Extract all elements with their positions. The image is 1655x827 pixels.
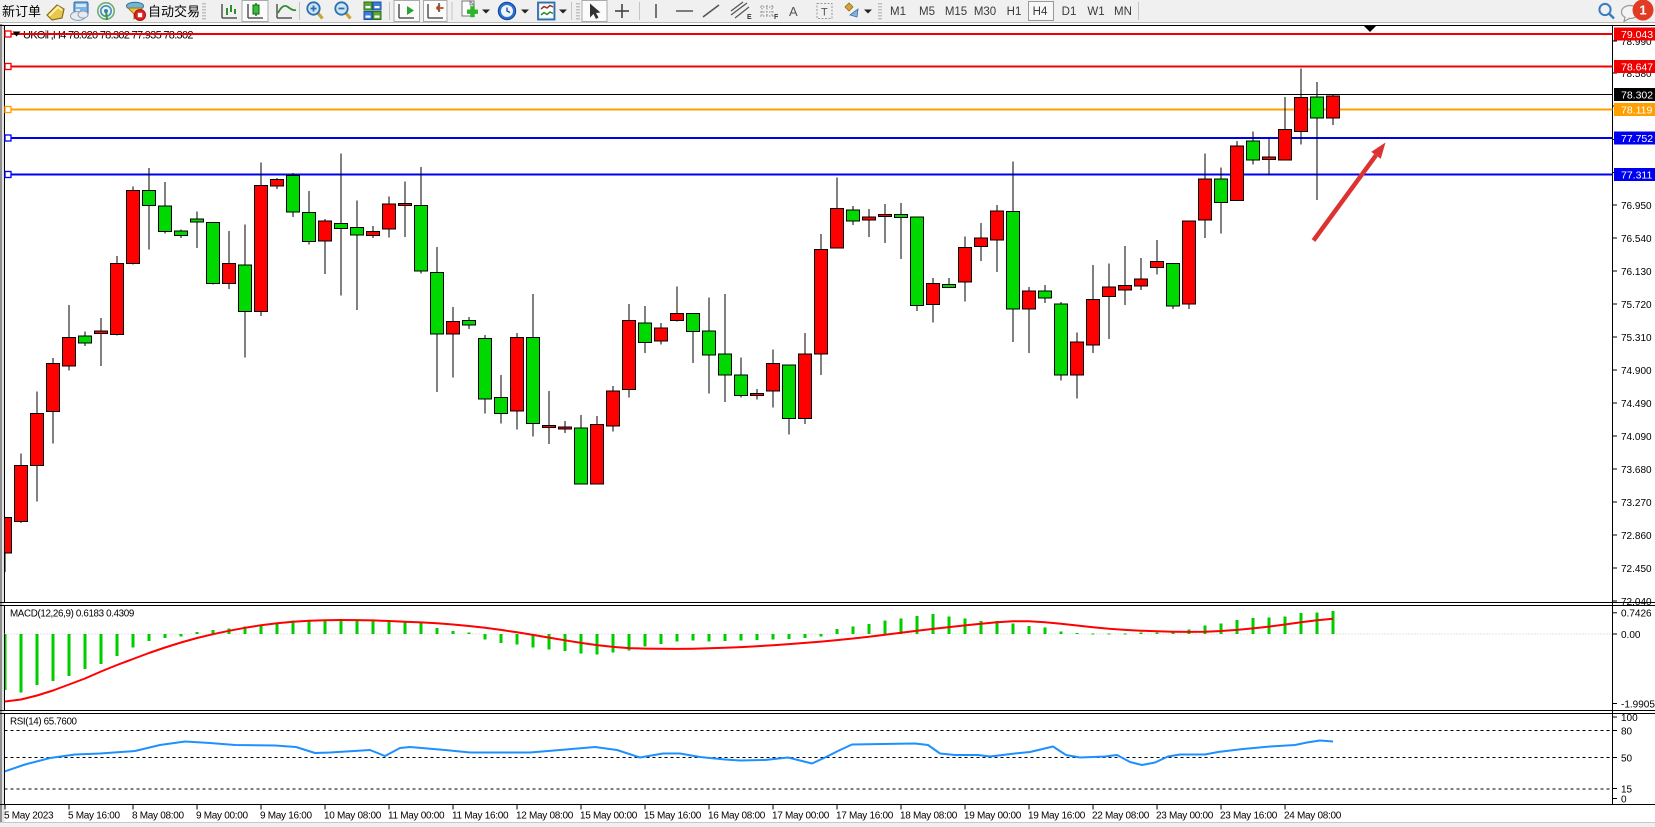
svg-text:77.752: 77.752	[1621, 133, 1653, 145]
svg-text:M15: M15	[945, 6, 967, 18]
svg-text:78.302: 78.302	[1621, 90, 1653, 102]
svg-text:75.310: 75.310	[1621, 333, 1652, 344]
svg-text:100: 100	[1621, 713, 1638, 724]
svg-text:19 May 16:00: 19 May 16:00	[1028, 811, 1086, 822]
svg-text:75.720: 75.720	[1621, 300, 1652, 311]
svg-text:10 May 08:00: 10 May 08:00	[324, 811, 382, 822]
svg-text:M5: M5	[919, 6, 935, 18]
svg-text:24 May 08:00: 24 May 08:00	[1284, 811, 1342, 822]
svg-text:M30: M30	[974, 6, 996, 18]
svg-text:W1: W1	[1087, 6, 1104, 18]
svg-text:12 May 08:00: 12 May 08:00	[516, 811, 574, 822]
svg-text:MACD(12,26,9) 0.6183 0.4309: MACD(12,26,9) 0.6183 0.4309	[10, 609, 134, 620]
svg-text:5 May 2023: 5 May 2023	[4, 811, 54, 822]
svg-text:78.647: 78.647	[1621, 62, 1653, 74]
svg-text:15 May 00:00: 15 May 00:00	[580, 811, 638, 822]
svg-text:16 May 08:00: 16 May 08:00	[708, 811, 766, 822]
svg-text:77.311: 77.311	[1621, 170, 1652, 182]
svg-text:78.990: 78.990	[1621, 37, 1652, 48]
svg-text:1: 1	[1639, 3, 1646, 18]
svg-text:72.450: 72.450	[1621, 564, 1652, 575]
svg-text:73.270: 73.270	[1621, 498, 1652, 509]
svg-text:5 May 16:00: 5 May 16:00	[68, 811, 120, 822]
svg-text:8 May 08:00: 8 May 08:00	[132, 811, 184, 822]
svg-text:73.680: 73.680	[1621, 465, 1652, 476]
svg-text:23 May 16:00: 23 May 16:00	[1220, 811, 1278, 822]
svg-text:0.00: 0.00	[1621, 630, 1641, 641]
svg-text:11 May 16:00: 11 May 16:00	[452, 811, 509, 822]
svg-text:72.040: 72.040	[1621, 597, 1652, 608]
svg-text:76.540: 76.540	[1621, 234, 1652, 245]
svg-text:9 May 16:00: 9 May 16:00	[260, 811, 312, 822]
svg-text:50: 50	[1621, 753, 1633, 764]
svg-text:UKOil ,H4 78.020 78.302 77.93: UKOil ,H4 78.020 78.302 77.935 78.302	[23, 30, 193, 42]
svg-text:T: T	[821, 7, 828, 19]
svg-text:72.860: 72.860	[1621, 531, 1652, 542]
svg-text:RSI(14) 65.7600: RSI(14) 65.7600	[10, 717, 78, 728]
svg-text:0: 0	[1621, 794, 1627, 805]
svg-text:17 May 00:00: 17 May 00:00	[772, 811, 830, 822]
svg-text:78.119: 78.119	[1621, 105, 1652, 117]
svg-text:11 May 00:00: 11 May 00:00	[388, 811, 445, 822]
svg-text:A: A	[789, 4, 798, 19]
svg-text:76.950: 76.950	[1621, 201, 1652, 212]
svg-text:74.090: 74.090	[1621, 432, 1652, 443]
svg-text:自动交易: 自动交易	[148, 4, 200, 19]
svg-text:80: 80	[1621, 726, 1633, 737]
svg-text:22 May 08:00: 22 May 08:00	[1092, 811, 1150, 822]
svg-text:19 May 00:00: 19 May 00:00	[964, 811, 1022, 822]
svg-text:17 May 16:00: 17 May 16:00	[836, 811, 894, 822]
svg-text:76.130: 76.130	[1621, 267, 1652, 278]
svg-text:-1.9905: -1.9905	[1621, 699, 1655, 710]
svg-text:新订单: 新订单	[2, 4, 41, 19]
svg-text:78.580: 78.580	[1621, 69, 1652, 80]
svg-text:23 May 00:00: 23 May 00:00	[1156, 811, 1214, 822]
svg-text:18 May 08:00: 18 May 08:00	[900, 811, 958, 822]
svg-text:9 May 00:00: 9 May 00:00	[196, 811, 248, 822]
svg-text:74.490: 74.490	[1621, 399, 1652, 410]
svg-text:M1: M1	[890, 6, 906, 18]
svg-text:H4: H4	[1033, 6, 1048, 18]
svg-text:MN: MN	[1114, 6, 1132, 18]
svg-text:E: E	[747, 14, 752, 21]
svg-text:15: 15	[1621, 784, 1633, 795]
svg-text:15 May 16:00: 15 May 16:00	[644, 811, 702, 822]
svg-text:H1: H1	[1007, 6, 1022, 18]
svg-text:F: F	[774, 14, 779, 21]
svg-text:79.043: 79.043	[1621, 29, 1653, 41]
svg-text:0.7426: 0.7426	[1621, 609, 1652, 620]
svg-text:D1: D1	[1062, 6, 1077, 18]
svg-text:74.900: 74.900	[1621, 366, 1652, 377]
